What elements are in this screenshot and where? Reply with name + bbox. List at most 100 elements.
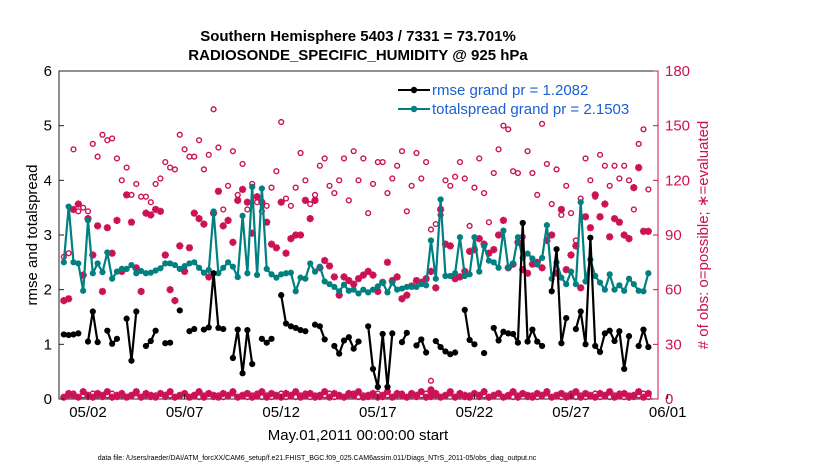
rmse-marker	[601, 330, 608, 337]
evaluated-obs-marker	[147, 211, 155, 219]
totalspread-marker	[495, 264, 502, 271]
evaluated-baseline-marker	[417, 388, 425, 396]
totalspread-marker	[157, 265, 164, 272]
y-tick-label: 1	[44, 336, 52, 353]
totalspread-marker	[509, 260, 517, 267]
totalspread-marker	[558, 274, 565, 281]
rmse-line	[367, 326, 394, 389]
totalspread-marker	[244, 270, 251, 277]
evaluated-baseline-marker	[316, 391, 324, 399]
rmse-marker	[514, 339, 522, 346]
rmse-marker	[374, 383, 381, 391]
evaluated-baseline-marker	[601, 391, 609, 399]
totalspread-marker	[239, 212, 246, 219]
evaluated-obs-marker	[152, 205, 160, 214]
evaluated-obs-marker	[156, 207, 164, 215]
totalspread-marker	[152, 267, 159, 274]
evaluated-baseline-marker	[635, 388, 643, 396]
totalspread-marker	[186, 260, 193, 267]
evaluated-baseline-marker	[364, 391, 372, 399]
rmse-marker	[509, 330, 517, 338]
evaluated-obs-marker	[432, 284, 440, 292]
totalspread-marker	[142, 270, 150, 277]
rmse-line	[550, 248, 568, 345]
possible-obs-marker	[263, 202, 270, 209]
evaluated-baseline-marker	[214, 393, 222, 401]
evaluated-baseline-marker	[437, 393, 445, 401]
rmse-marker	[480, 349, 488, 357]
rmse-marker	[229, 354, 237, 362]
rmse-marker	[616, 328, 623, 335]
rmse-marker	[321, 336, 328, 343]
rmse-marker	[109, 340, 116, 347]
totalspread-marker	[104, 249, 111, 256]
evaluated-obs-marker	[475, 235, 483, 243]
evaluated-obs-marker	[562, 266, 570, 274]
totalspread-marker	[427, 237, 435, 244]
possible-obs-marker	[621, 162, 628, 169]
x-tick-label: 05/12	[262, 404, 300, 421]
possible-obs-marker	[485, 219, 493, 226]
rmse-marker	[582, 341, 589, 348]
evaluated-baseline-marker	[548, 393, 556, 401]
possible-obs-marker	[99, 131, 106, 138]
totalspread-marker	[630, 281, 637, 288]
totalspread-marker	[311, 268, 319, 275]
data-marks	[60, 106, 652, 401]
totalspread-marker	[365, 289, 372, 296]
totalspread-marker	[84, 217, 92, 224]
evaluated-obs-marker	[466, 247, 474, 255]
evaluated-baseline-marker	[113, 391, 121, 399]
evaluated-obs-marker	[596, 213, 604, 221]
chart-subtitle: RADIOSONDE_SPECIFIC_HUMIDITY @ 925 hPa	[188, 47, 528, 64]
legend-rmse-marker	[410, 86, 418, 94]
evaluated-obs-marker	[615, 218, 623, 226]
rmse-marker	[418, 336, 425, 343]
totalspread-marker	[253, 271, 261, 279]
possible-obs-marker	[123, 164, 130, 171]
evaluated-baseline-marker	[205, 389, 213, 398]
totalspread-marker	[476, 268, 483, 275]
x-axis-label: May.01,2011 00:00:00 start	[268, 427, 449, 444]
totalspread-marker	[577, 199, 584, 206]
possible-obs-marker	[89, 140, 96, 147]
rmse-marker	[94, 339, 101, 346]
evaluated-obs-marker	[528, 260, 536, 268]
evaluated-obs-marker	[364, 267, 372, 275]
totalspread-marker	[621, 287, 628, 294]
possible-obs-marker	[413, 149, 420, 157]
totalspread-marker	[307, 260, 314, 267]
possible-obs-marker	[84, 208, 92, 215]
evaluated-baseline-marker	[263, 393, 271, 401]
possible-obs-marker	[224, 182, 232, 189]
y-axis-label: rmse and totalspread	[24, 165, 41, 306]
totalspread-marker	[403, 283, 410, 291]
totalspread-marker	[480, 242, 488, 250]
possible-obs-marker	[563, 182, 570, 189]
possible-obs-marker	[113, 155, 121, 162]
totalspread-marker	[534, 261, 541, 268]
rmse-marker	[316, 323, 323, 330]
evaluated-obs-marker	[292, 231, 300, 239]
rmse-marker	[558, 340, 565, 347]
plot-area	[58, 70, 659, 400]
evaluated-baseline-marker	[272, 391, 280, 399]
evaluated-obs-marker	[161, 251, 169, 259]
evaluated-baseline-marker	[330, 389, 338, 398]
evaluated-baseline-marker	[630, 391, 638, 399]
evaluated-baseline-marker	[538, 391, 546, 399]
evaluated-obs-marker	[325, 262, 334, 270]
rmse-marker	[142, 342, 150, 350]
evaluated-baseline-marker	[528, 393, 536, 401]
evaluated-obs-marker	[214, 187, 222, 195]
evaluated-baseline-marker	[350, 391, 358, 399]
evaluated-baseline-marker	[142, 389, 150, 398]
evaluated-obs-marker	[601, 200, 609, 208]
totalspread-marker	[321, 278, 328, 285]
evaluated-obs-marker	[446, 242, 454, 250]
evaluated-baseline-marker	[644, 389, 652, 398]
rmse-marker	[147, 337, 154, 345]
rmse-marker	[369, 365, 377, 373]
evaluated-baseline-marker	[335, 391, 343, 399]
possible-obs-marker	[302, 177, 309, 184]
